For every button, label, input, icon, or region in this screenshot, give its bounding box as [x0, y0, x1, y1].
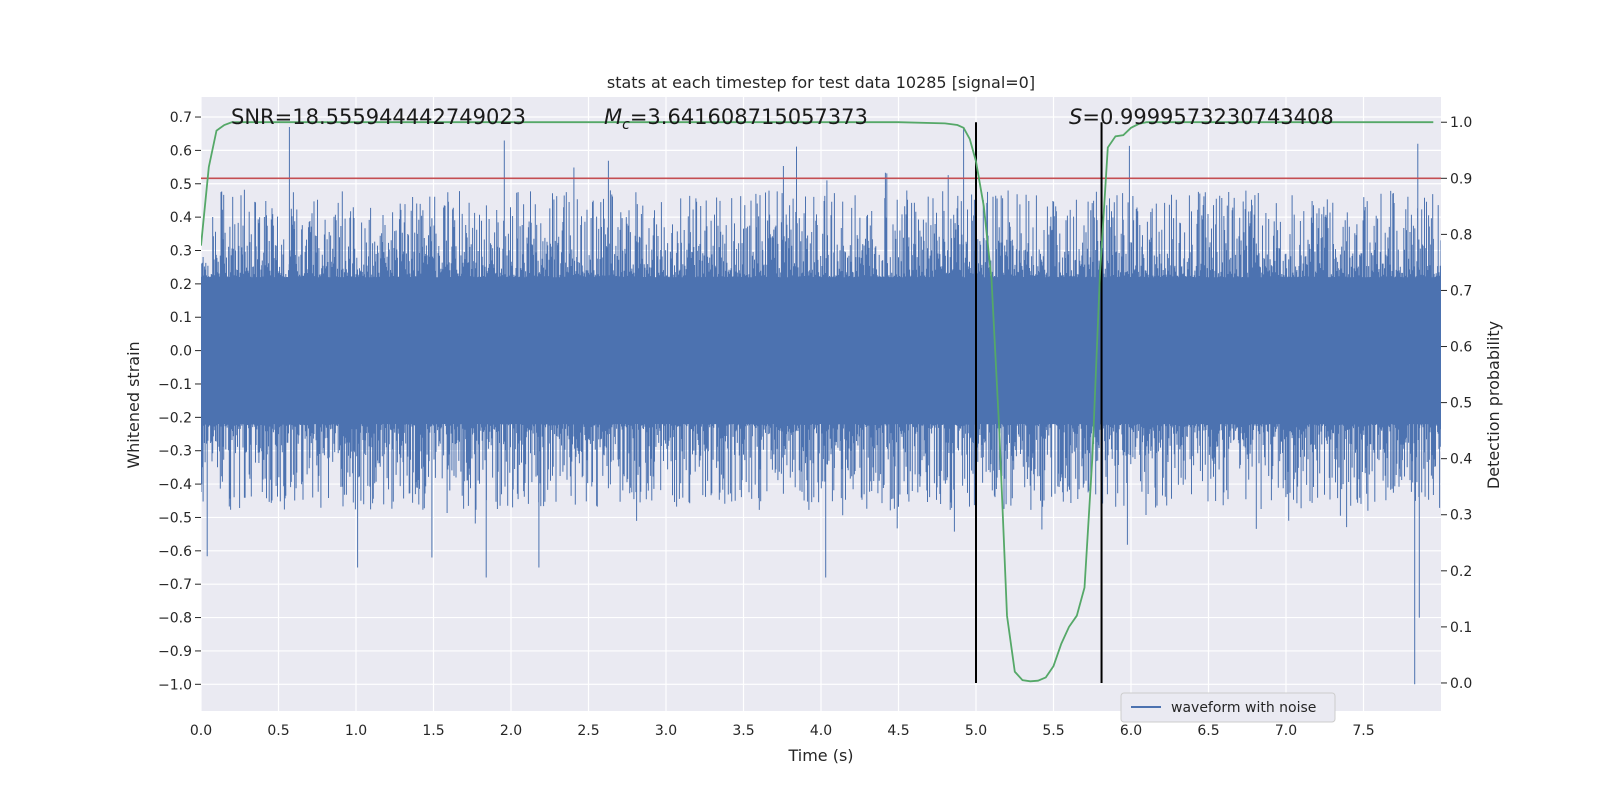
- x-tick-label: 7.5: [1352, 723, 1374, 739]
- y-tick-label: 0.5: [170, 177, 192, 193]
- y-tick-label: −0.9: [158, 644, 192, 660]
- x-tick-label: 3.5: [732, 723, 754, 739]
- y-tick-label: 0.6: [170, 143, 192, 159]
- chirp-mass-annotation: Mc=3.641608715057373: [604, 105, 868, 133]
- y-tick-label: 0.4: [170, 210, 192, 226]
- y2-tick-label: 0.3: [1450, 508, 1472, 524]
- y2-tick-label: 0.9: [1450, 171, 1472, 187]
- vertical-markers: [975, 122, 1103, 683]
- x-tick-label: 1.5: [422, 723, 444, 739]
- x-tick-label: 5.5: [1042, 723, 1064, 739]
- y-tick-label: 0.2: [170, 277, 192, 293]
- x-tick-label: 0.5: [267, 723, 289, 739]
- x-tick-label: 6.0: [1120, 723, 1142, 739]
- y2-tick-label: 0.8: [1450, 227, 1472, 243]
- y2-tick-label: 0.6: [1450, 340, 1472, 356]
- x-tick-label: 3.0: [655, 723, 677, 739]
- x-tick-label: 4.5: [887, 723, 909, 739]
- y-tick-label: −1.0: [158, 677, 192, 693]
- y-tick-label: −0.1: [158, 377, 192, 393]
- x-tick-label: 1.0: [345, 723, 367, 739]
- y2-tick-label: 0.1: [1450, 620, 1472, 636]
- legend: waveform with noise: [1120, 692, 1336, 723]
- waveform-series: [201, 127, 1441, 685]
- x-tick-label: 0.0: [190, 723, 212, 739]
- x-tick-label: 6.5: [1197, 723, 1219, 739]
- chart-title: stats at each timestep for test data 102…: [607, 73, 1035, 92]
- y2-tick-label: 1.0: [1450, 115, 1472, 131]
- x-tick-label: 2.0: [500, 723, 522, 739]
- waveform-line: [201, 127, 1441, 685]
- snr-annotation: SNR=18.555944442749023: [231, 105, 526, 129]
- y-tick-label: −0.4: [158, 477, 192, 493]
- y-tick-label: 0.0: [170, 344, 192, 360]
- y-tick-label: −0.6: [158, 544, 192, 560]
- y-tick-label: −0.5: [158, 510, 192, 526]
- x-tick-labels: 0.0 0.5 1.0 1.5 2.0 2.5 3.0 3.5 4.0 4.5 5.0 5.5 6.0 6…: [190, 723, 1375, 739]
- y2-tick-label: 0.0: [1450, 676, 1472, 692]
- y2-axis-label: Detection probability: [1484, 321, 1503, 489]
- probability-series-line: [201, 121, 1434, 683]
- score-annotation: S=0.9999573230743408: [1069, 105, 1334, 129]
- legend-label: waveform with noise: [1171, 700, 1316, 716]
- y-tick-label: 0.7: [170, 110, 192, 126]
- y2-tick-label: 0.4: [1450, 452, 1472, 468]
- x-tick-label: 7.0: [1275, 723, 1297, 739]
- y-tick-label: −0.3: [158, 444, 192, 460]
- y-tick-label: 0.1: [170, 310, 192, 326]
- x-axis-label: Time (s): [787, 746, 853, 765]
- y-tick-label: −0.8: [158, 611, 192, 627]
- y-tick-label: −0.7: [158, 577, 192, 593]
- y-axis-label: Whitened strain: [124, 341, 143, 468]
- x-tick-label: 5.0: [965, 723, 987, 739]
- y2-tick-labels: 1.0 0.9 0.8 0.7 0.6 0.5 0.4 0.3 0.2 0.1 0.0: [1441, 115, 1472, 692]
- y2-tick-label: 0.5: [1450, 396, 1472, 412]
- y-tick-label: 0.3: [170, 244, 192, 260]
- y-tick-labels: 0.7 0.6 0.5 0.4 0.3 0.2 0.1 0.0 −0.1 −0.2 −0.3 −0.4…: [158, 110, 201, 693]
- y2-tick-label: 0.2: [1450, 564, 1472, 580]
- y-tick-label: −0.2: [158, 410, 192, 426]
- x-tick-label: 4.0: [810, 723, 832, 739]
- x-tick-label: 2.5: [577, 723, 599, 739]
- y2-tick-label: 0.7: [1450, 283, 1472, 299]
